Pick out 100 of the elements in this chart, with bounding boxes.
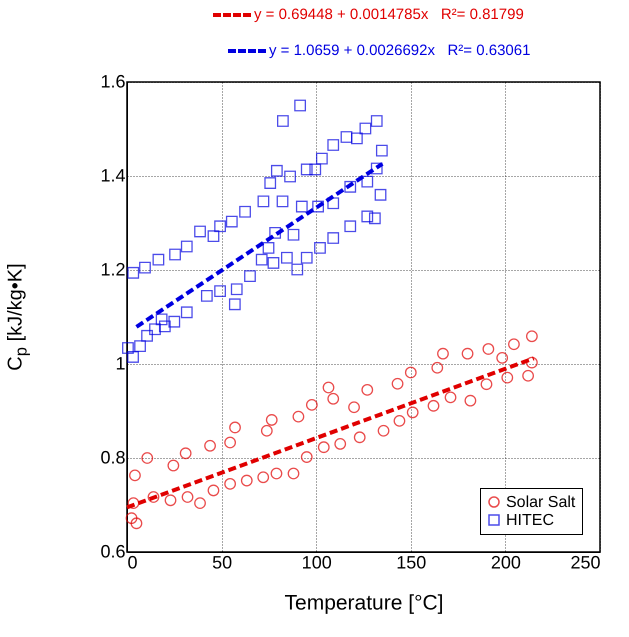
point bbox=[314, 242, 326, 254]
point bbox=[361, 176, 374, 188]
point bbox=[327, 232, 340, 244]
point bbox=[300, 252, 313, 264]
point bbox=[318, 441, 330, 454]
point bbox=[404, 366, 417, 378]
point bbox=[361, 210, 374, 222]
point bbox=[180, 447, 192, 460]
point bbox=[327, 197, 340, 210]
point bbox=[482, 343, 494, 355]
point bbox=[152, 254, 164, 266]
point bbox=[180, 240, 193, 252]
point bbox=[167, 460, 180, 472]
point bbox=[257, 471, 270, 484]
point bbox=[224, 436, 236, 448]
point bbox=[226, 216, 238, 228]
point bbox=[300, 164, 313, 176]
point bbox=[240, 474, 253, 486]
x-tick-label: 150 bbox=[396, 552, 426, 572]
point bbox=[129, 470, 141, 482]
point bbox=[266, 414, 278, 426]
point bbox=[228, 298, 241, 310]
point bbox=[294, 100, 306, 112]
point bbox=[262, 242, 274, 254]
point bbox=[149, 323, 161, 336]
point bbox=[306, 399, 318, 411]
point bbox=[260, 424, 273, 437]
y-tick-label: 1.6 bbox=[100, 72, 126, 92]
point bbox=[292, 410, 304, 423]
point bbox=[496, 352, 508, 364]
point bbox=[270, 468, 282, 480]
legend-label: HITEC bbox=[506, 512, 554, 529]
point bbox=[309, 164, 322, 176]
point bbox=[148, 491, 160, 503]
point bbox=[288, 468, 300, 480]
point bbox=[200, 290, 213, 302]
point bbox=[164, 494, 176, 506]
point bbox=[139, 262, 151, 274]
point bbox=[194, 497, 206, 510]
point bbox=[204, 440, 216, 452]
point bbox=[168, 316, 180, 328]
point bbox=[127, 351, 139, 363]
point bbox=[322, 382, 334, 394]
point bbox=[229, 422, 241, 434]
point bbox=[462, 348, 474, 360]
point bbox=[431, 362, 444, 374]
point bbox=[182, 491, 194, 503]
point bbox=[208, 230, 220, 242]
point bbox=[406, 406, 419, 418]
point bbox=[284, 170, 296, 182]
point bbox=[394, 414, 406, 427]
point bbox=[327, 392, 340, 405]
point bbox=[370, 162, 383, 174]
point bbox=[264, 177, 276, 189]
legend-label: Solar Salt bbox=[506, 494, 576, 511]
point bbox=[376, 144, 388, 157]
y-tick-label: 1.2 bbox=[100, 260, 126, 280]
point bbox=[464, 394, 476, 407]
point bbox=[194, 226, 206, 238]
point bbox=[508, 338, 520, 350]
point bbox=[360, 122, 372, 134]
point bbox=[480, 378, 492, 390]
point bbox=[340, 131, 352, 143]
point bbox=[130, 517, 142, 530]
point bbox=[127, 266, 140, 279]
point bbox=[327, 139, 340, 151]
point bbox=[126, 512, 138, 524]
point bbox=[361, 384, 374, 396]
point bbox=[334, 438, 346, 450]
point bbox=[291, 264, 304, 276]
point bbox=[374, 188, 386, 201]
point bbox=[344, 180, 356, 193]
y-tick-label: 0.6 bbox=[100, 542, 126, 562]
point bbox=[526, 356, 538, 368]
point bbox=[128, 497, 140, 510]
point bbox=[522, 370, 534, 382]
point bbox=[288, 228, 300, 241]
point bbox=[169, 248, 181, 260]
point bbox=[214, 285, 226, 298]
point bbox=[214, 220, 226, 232]
point bbox=[344, 220, 356, 232]
point bbox=[134, 340, 146, 352]
point bbox=[224, 478, 236, 490]
point bbox=[370, 115, 383, 127]
x-tick-label: 0 bbox=[128, 552, 138, 572]
point bbox=[392, 378, 404, 390]
point bbox=[239, 206, 251, 218]
point bbox=[354, 431, 366, 444]
point bbox=[428, 400, 440, 412]
x-tick-label: 200 bbox=[490, 552, 521, 572]
point bbox=[269, 226, 282, 239]
point bbox=[208, 484, 220, 496]
point bbox=[300, 451, 313, 463]
point bbox=[526, 330, 538, 342]
point bbox=[141, 452, 154, 464]
point bbox=[348, 401, 360, 414]
y-tick-label: 1 bbox=[115, 354, 126, 374]
point bbox=[258, 195, 270, 208]
point bbox=[444, 391, 456, 404]
point bbox=[244, 270, 256, 282]
